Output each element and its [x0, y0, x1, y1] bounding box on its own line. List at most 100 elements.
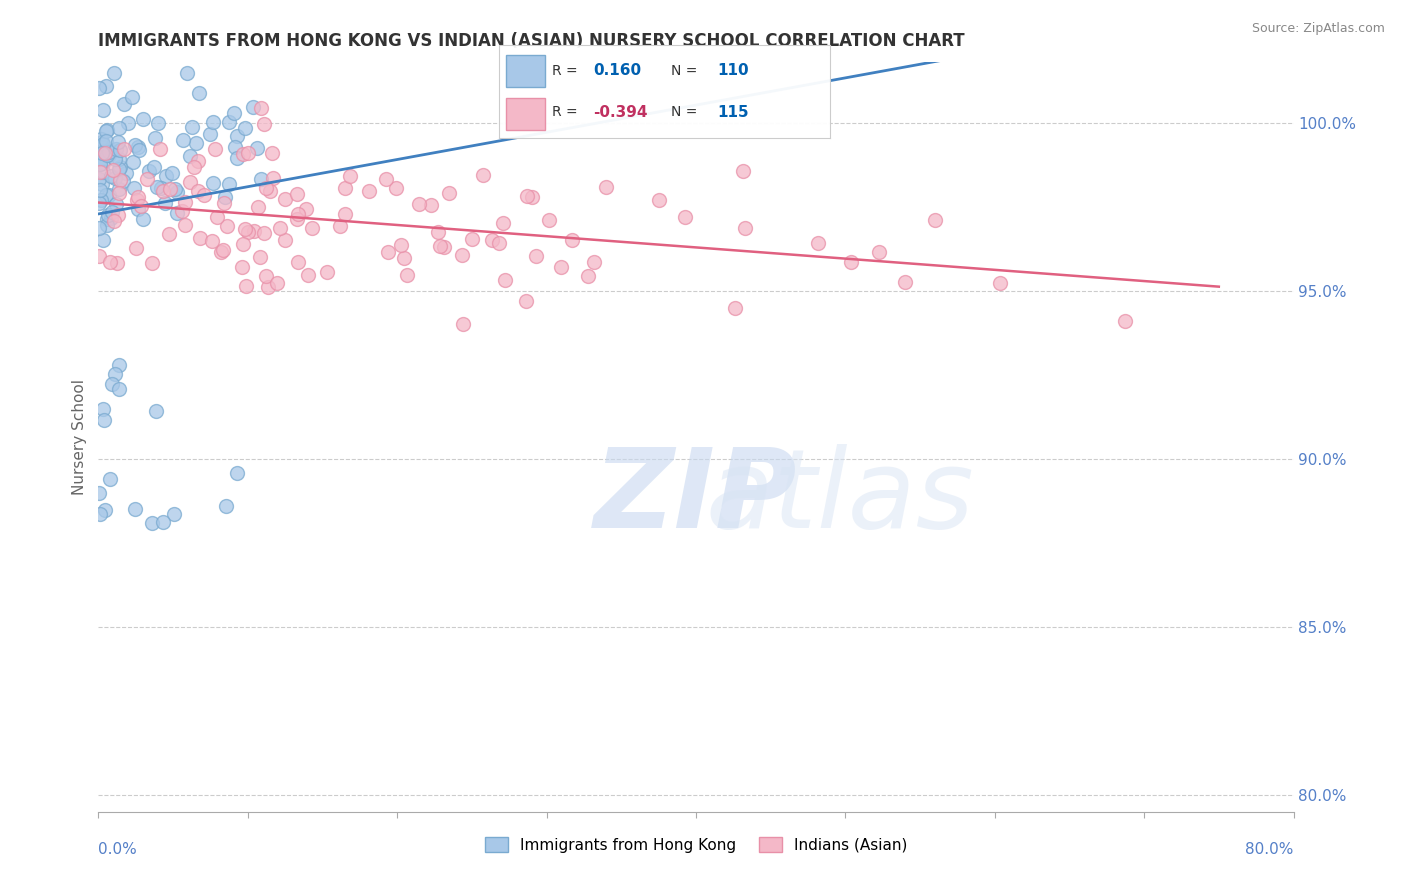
Text: 115: 115: [717, 104, 749, 120]
Text: 80.0%: 80.0%: [1246, 842, 1294, 856]
Point: [176, 65, 198, 79]
Point: [108, 161, 131, 176]
Point: [429, 239, 451, 253]
Text: Source: ZipAtlas.com: Source: ZipAtlas.com: [1251, 22, 1385, 36]
Point: [107, 186, 129, 200]
Point: [117, 116, 139, 130]
Point: [112, 96, 135, 111]
Point: [157, 227, 180, 242]
Point: [97, 208, 120, 222]
Point: [94, 503, 117, 517]
Point: [129, 199, 152, 213]
Point: [209, 245, 232, 260]
Point: [257, 280, 280, 294]
Point: [94, 134, 117, 148]
Point: [492, 216, 515, 230]
Point: [215, 500, 238, 514]
Point: [242, 100, 264, 114]
Point: [91, 165, 114, 179]
Point: [893, 276, 915, 290]
Point: [101, 145, 124, 159]
Point: [107, 135, 129, 149]
Point: [89, 152, 111, 166]
Point: [94, 124, 117, 138]
Point: [188, 231, 211, 245]
Point: [198, 127, 221, 141]
Point: [561, 233, 583, 247]
Point: [153, 195, 176, 210]
Point: [98, 472, 121, 486]
Point: [301, 220, 323, 235]
Point: [550, 260, 572, 275]
Point: [152, 515, 174, 529]
Point: [392, 251, 415, 265]
Point: [516, 188, 538, 202]
Point: [91, 177, 114, 191]
Point: [89, 507, 111, 521]
Point: [238, 146, 260, 161]
Point: [188, 87, 211, 101]
Point: [724, 301, 747, 315]
Point: [146, 116, 169, 130]
Text: R =: R =: [553, 105, 582, 119]
Point: [262, 170, 284, 185]
Point: [125, 241, 148, 255]
Text: N =: N =: [671, 64, 702, 78]
Point: [333, 206, 356, 220]
Point: [437, 186, 460, 201]
Point: [988, 277, 1011, 291]
Point: [143, 160, 166, 174]
Point: [357, 184, 380, 198]
Point: [297, 268, 319, 283]
Point: [433, 240, 456, 254]
Point: [287, 207, 309, 221]
Point: [384, 181, 406, 195]
Point: [200, 234, 222, 248]
Legend: Immigrants from Hong Kong, Indians (Asian): Immigrants from Hong Kong, Indians (Asia…: [477, 829, 915, 860]
Point: [450, 248, 472, 262]
Point: [233, 222, 256, 236]
Point: [335, 180, 357, 194]
Text: IMMIGRANTS FROM HONG KONG VS INDIAN (ASIAN) NURSERY SCHOOL CORRELATION CHART: IMMIGRANTS FROM HONG KONG VS INDIAN (ASI…: [98, 32, 965, 50]
Point: [90, 145, 112, 160]
Point: [733, 163, 755, 178]
Point: [193, 187, 215, 202]
Point: [734, 221, 756, 235]
Point: [520, 190, 543, 204]
Point: [87, 172, 110, 186]
Point: [166, 206, 188, 220]
Point: [205, 210, 228, 224]
Point: [105, 256, 128, 270]
Point: [495, 273, 517, 287]
Point: [96, 212, 118, 227]
Point: [159, 182, 181, 196]
Point: [91, 144, 114, 158]
Point: [329, 219, 352, 233]
Point: [145, 404, 167, 418]
Point: [242, 224, 264, 238]
Point: [247, 200, 270, 214]
Point: [91, 135, 114, 149]
Point: [104, 367, 127, 381]
Point: [100, 377, 122, 392]
Point: [427, 226, 450, 240]
Point: [93, 233, 115, 247]
Point: [127, 140, 149, 154]
Text: 110: 110: [717, 63, 749, 78]
Point: [488, 236, 510, 251]
Point: [103, 214, 125, 228]
Point: [408, 197, 430, 211]
Point: [673, 210, 696, 224]
Point: [839, 255, 862, 269]
Point: [232, 146, 254, 161]
Text: -0.394: -0.394: [593, 104, 648, 120]
Point: [108, 161, 131, 175]
Text: ZIP: ZIP: [595, 443, 797, 550]
Point: [201, 114, 224, 128]
Point: [160, 166, 183, 180]
Point: [419, 198, 441, 212]
Point: [179, 175, 201, 189]
Point: [98, 255, 121, 269]
Point: [515, 294, 537, 309]
Point: [91, 136, 114, 151]
